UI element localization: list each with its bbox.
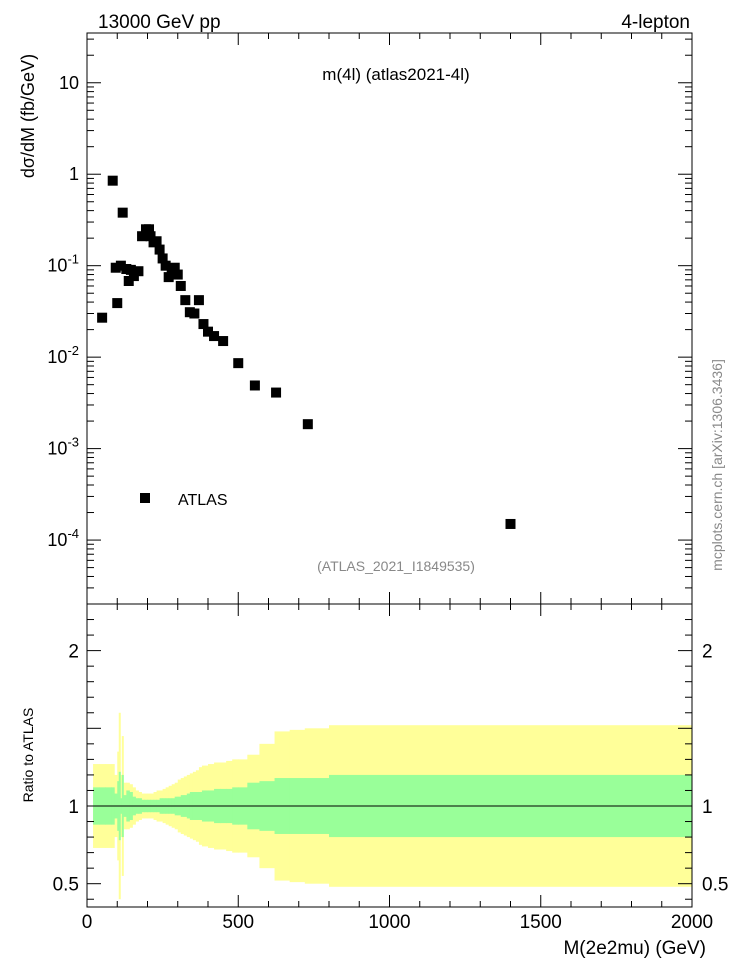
data-point [193,295,204,306]
header-right: 4-lepton [621,12,690,33]
main-plot-y-tick-labels: 10-4 10-3 10-2 10-1 1 10 [47,73,79,550]
x-tick-label: 500 [222,912,254,933]
y-axis-label-ratio: Ratio to ATLAS [20,708,36,803]
x-tick-label: 1000 [368,912,410,933]
data-point [145,231,156,242]
main-y-tick-label: 10-4 [47,526,79,550]
data-point [107,175,118,186]
main-y-tick-label: 10-1 [47,252,79,276]
data-point [198,319,209,330]
data-point [125,264,136,275]
data-point [117,207,128,218]
data-point [505,518,516,529]
legend-marker [140,493,150,503]
ratio-y-tick-label-left: 1 [68,797,79,818]
data-point [97,312,108,323]
ratio-plot-frame [86,603,693,908]
x-tick-label: 2000 [671,912,713,933]
ratio-y-tick-label-right: 0.5 [702,875,728,896]
data-point [115,260,126,271]
main-plot-frame-bg [87,33,692,604]
main-plot-points [97,175,516,529]
main-y-tick-label: 1 [69,164,79,184]
plot-title: m(4l) (atlas2021-4l) [322,65,469,84]
plot-subtitle: (ATLAS_2021_I1849535) [317,558,475,574]
data-point [302,419,313,430]
legend-label: ATLAS [178,492,228,509]
x-tick-label: 0 [82,912,93,933]
main-y-tick-label: 10-3 [47,435,79,459]
main-y-tick-label: 10-2 [47,343,79,367]
data-point [189,308,200,319]
main-y-tick-label: 10 [59,73,79,93]
data-point [144,224,155,235]
data-point [160,260,171,271]
data-point [271,387,282,398]
data-point [180,295,191,306]
data-point [209,331,220,342]
ratio-y-tick-label-right: 2 [702,642,713,663]
data-point [133,266,144,277]
data-point [249,380,260,391]
data-point [112,298,123,309]
x-tick-labels: 0 500 1000 1500 2000 [82,912,713,933]
x-tick-label: 1500 [520,912,562,933]
data-point [203,326,213,337]
data-point [218,336,229,347]
ratio-y-tick-label-left: 0.5 [53,875,79,896]
data-point [123,276,134,287]
data-point [137,231,148,242]
main-plot-panel: 10-4 10-3 10-2 10-1 1 10 m(4l) (atlas2021-4l)… [18,32,693,605]
ratio-y-tick-label-right: 1 [702,797,713,818]
header-left: 13000 GeV pp [98,12,221,33]
data-point [172,269,183,280]
side-credit-label: mcplots.cern.ch [arXiv:1306.3436] [709,359,725,571]
data-point [157,253,168,264]
ratio-plot-panel: 0.5 0.5 1 1 2 2 0 500 1000 1500 2000 Ratio to ATL… [20,603,729,959]
data-point [151,236,162,247]
data-point [110,262,121,273]
x-axis-label: M(2e2mu) (GeV) [563,938,706,959]
ratio-y-tick-label-left: 2 [68,642,79,663]
data-point [175,280,186,291]
data-point [169,262,180,273]
data-point [154,244,165,255]
y-axis-label-main: dσ/dM (fb/GeV) [18,54,38,178]
main-plot-ticks [86,33,693,605]
data-point [233,358,244,369]
ratio-y-tick-labels: 0.5 0.5 1 1 2 2 [53,642,729,896]
